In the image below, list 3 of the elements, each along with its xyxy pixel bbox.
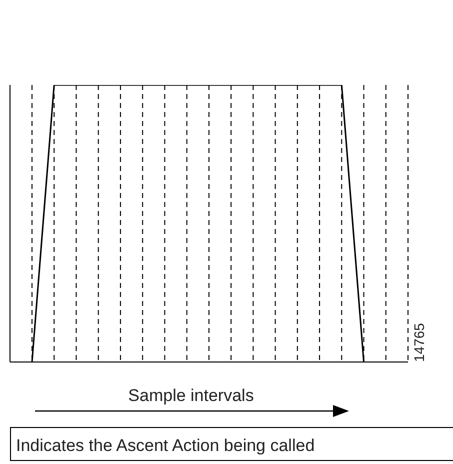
text: Indicates the Ascent Action being called <box>16 436 315 455</box>
text: 14765 <box>411 322 427 362</box>
x-axis-title: Sample intervals <box>128 386 254 405</box>
